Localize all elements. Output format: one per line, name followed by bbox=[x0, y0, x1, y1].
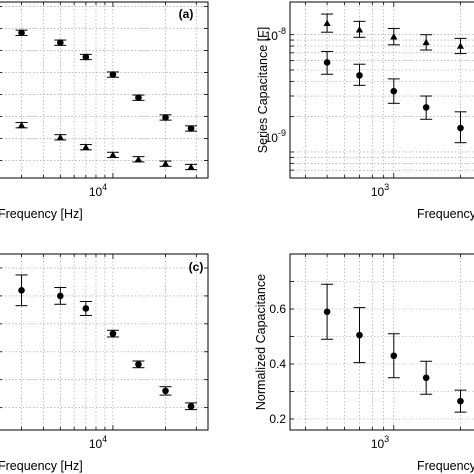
y-tick-label: 0.2 bbox=[269, 412, 286, 426]
panel-d-yticks: 0.2 0.4 0.6 bbox=[269, 302, 286, 426]
circle-marker bbox=[323, 59, 331, 66]
circle-marker bbox=[390, 352, 398, 360]
panel-d-xlabel: Frequency [Hz] bbox=[417, 459, 474, 473]
panel-d-grid bbox=[290, 254, 474, 430]
panel-c: (c) 104 Frequency [Hz] bbox=[0, 253, 209, 473]
circle-marker bbox=[457, 124, 464, 132]
panel-c-marks bbox=[15, 274, 198, 411]
circle-marker bbox=[187, 402, 195, 410]
panel-a-xlabel: Frequency [Hz] bbox=[0, 207, 83, 221]
panel-a-label: (a) bbox=[179, 7, 194, 21]
triangle-marker bbox=[161, 160, 170, 167]
circle-marker bbox=[323, 308, 331, 316]
circle-marker bbox=[57, 39, 64, 46]
circle-marker bbox=[162, 114, 169, 121]
triangle-marker bbox=[390, 33, 398, 40]
panel-b-ytick-label-1e-9: 10-9 bbox=[265, 128, 286, 145]
panel-b-xtick-label: 103 bbox=[371, 182, 389, 199]
panel-b-grid bbox=[290, 2, 474, 178]
triangle-marker bbox=[56, 133, 64, 140]
panel-d: 0.2 0.4 0.6 103 Frequency [Hz] Normalized … bbox=[254, 253, 474, 473]
triangle-marker bbox=[355, 26, 364, 33]
y-tick-label: 0.6 bbox=[269, 302, 286, 316]
panel-a-grid bbox=[0, 2, 208, 178]
circle-marker bbox=[109, 330, 117, 337]
panel-c-grid bbox=[0, 254, 208, 430]
panel-a-marks bbox=[15, 29, 198, 171]
circle-marker bbox=[18, 29, 25, 37]
panel-b-xlabel: Frequency [Hz] bbox=[417, 207, 474, 221]
panel-c-xtick-label: 104 bbox=[89, 434, 107, 451]
triangle-marker bbox=[187, 163, 195, 170]
y-tick-label: 0.4 bbox=[269, 357, 286, 371]
circle-marker bbox=[356, 331, 363, 339]
circle-marker bbox=[135, 94, 142, 101]
circle-marker bbox=[457, 397, 464, 405]
panel-d-marks bbox=[321, 283, 467, 413]
panel-c-xlabel: Frequency [Hz] bbox=[0, 459, 83, 473]
circle-marker bbox=[135, 361, 142, 368]
panel-b-marks bbox=[321, 13, 467, 144]
panel-b-ylabel: Series Capacitance [F] bbox=[256, 27, 270, 153]
panel-d-frame bbox=[289, 253, 474, 431]
circle-marker bbox=[356, 72, 363, 79]
triangle-marker bbox=[82, 143, 90, 150]
triangle-marker bbox=[456, 42, 465, 49]
triangle-marker bbox=[422, 38, 430, 46]
panel-a-frame bbox=[0, 1, 209, 179]
panel-b: 10-8 10-9 103 Frequency [Hz] Series Capa… bbox=[256, 1, 474, 221]
triangle-marker bbox=[134, 155, 143, 162]
triangle-marker bbox=[17, 121, 26, 128]
triangle-marker bbox=[109, 151, 117, 158]
circle-marker bbox=[162, 387, 169, 395]
circle-marker bbox=[422, 104, 430, 111]
circle-marker bbox=[82, 53, 90, 61]
circle-marker bbox=[109, 71, 117, 78]
circle-marker bbox=[82, 305, 90, 312]
circle-marker bbox=[390, 87, 398, 95]
circle-marker bbox=[422, 374, 430, 382]
panel-d-ylabel: Normalized Capacitance bbox=[254, 274, 268, 410]
panel-c-frame bbox=[0, 253, 209, 431]
circle-marker bbox=[187, 125, 195, 132]
circle-marker bbox=[18, 287, 25, 294]
panel-b-ytick-label-1e-8: 10-8 bbox=[265, 26, 286, 43]
triangle-marker bbox=[323, 19, 331, 27]
panel-a: (a) 104 Frequency [Hz] bbox=[0, 1, 209, 221]
panel-a-xtick-label: 104 bbox=[89, 182, 107, 199]
panel-c-label: (c) bbox=[189, 260, 204, 274]
circle-marker bbox=[57, 292, 64, 300]
panel-b-frame bbox=[289, 1, 474, 179]
panel-d-xtick-label: 103 bbox=[371, 434, 389, 451]
